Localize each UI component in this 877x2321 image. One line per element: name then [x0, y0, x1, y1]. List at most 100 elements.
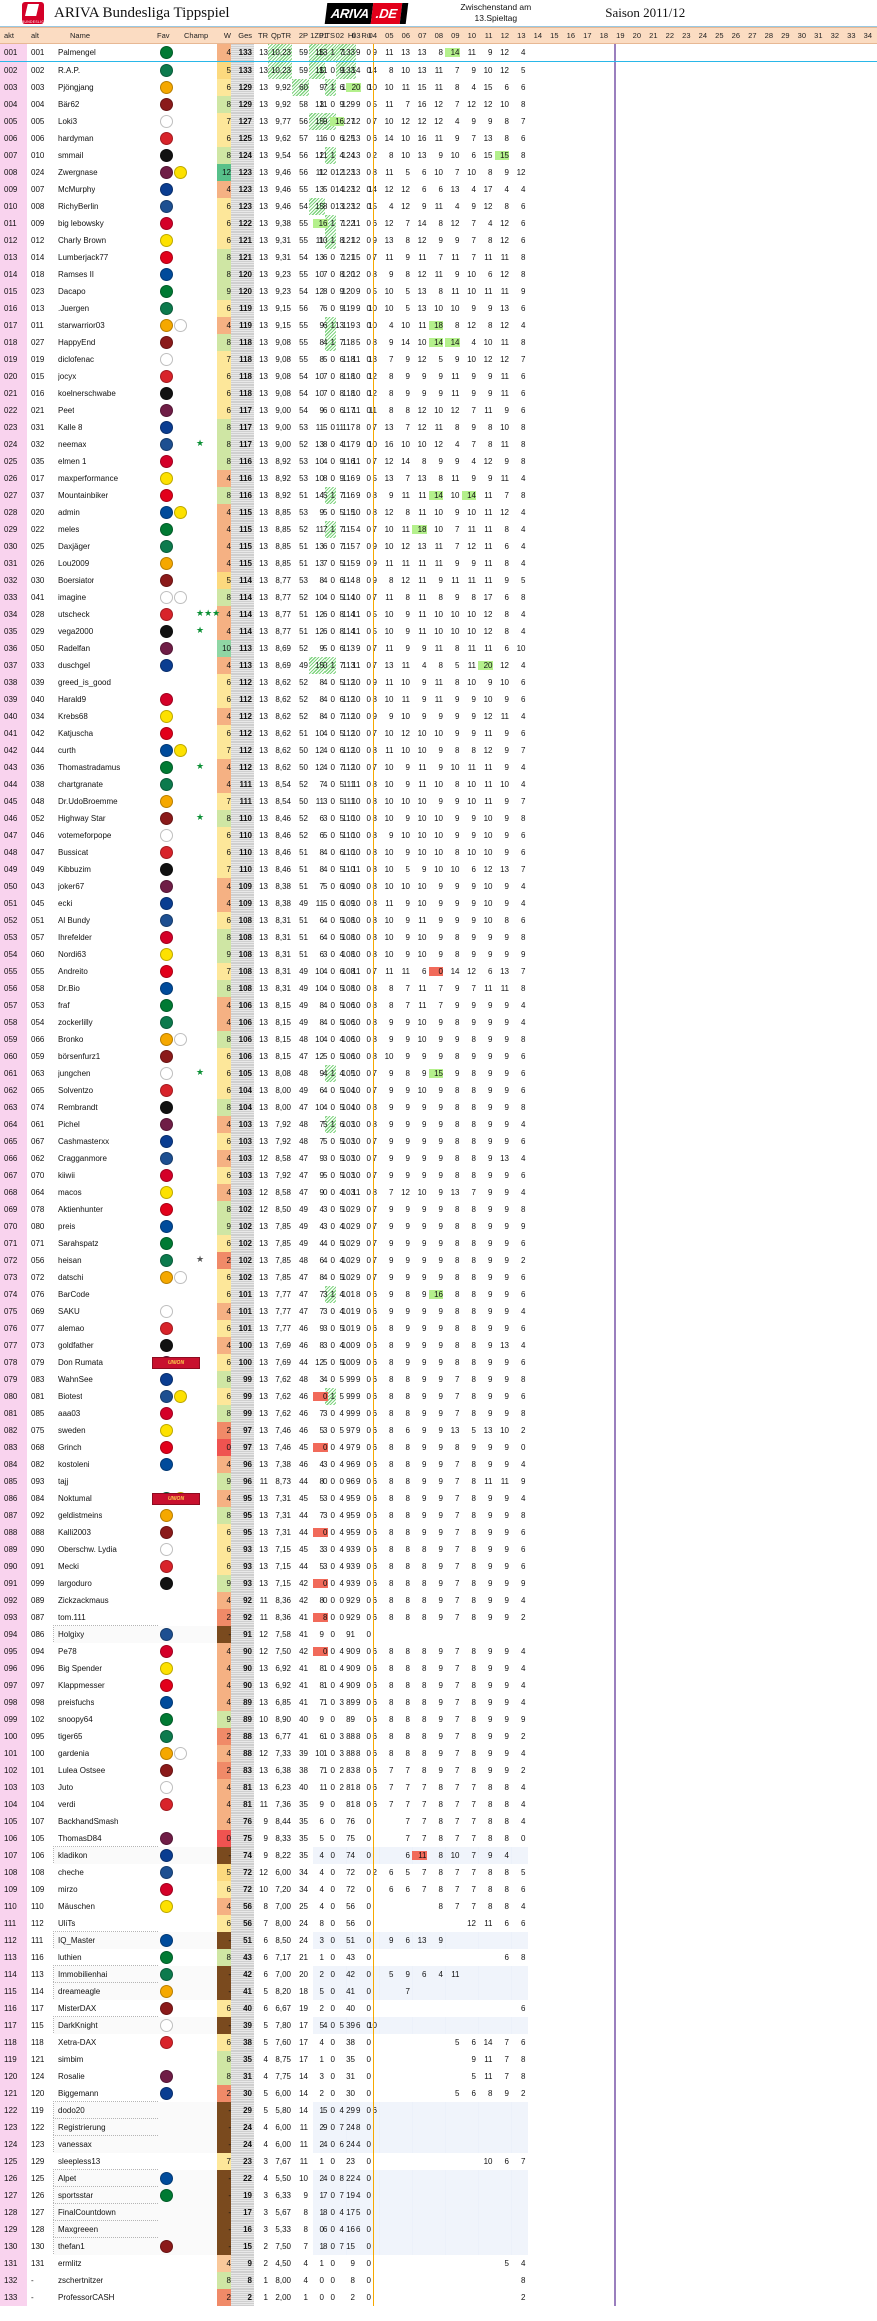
- table-row[interactable]: 112 111 IQ_Master -51 6 8,50 24 3 0 51 0 9 13 6 9: [0, 1931, 877, 1950]
- table-row[interactable]: 030 025 Daxjäger 4 115 13 8,85 51 13 0 115 0 4 6 11 12 7…: [0, 538, 877, 555]
- column-header-matchday-08[interactable]: 08: [434, 31, 443, 40]
- table-row[interactable]: 105 107 BackhandSmash 4 76 9 8,44 35 6 0 76 0 4 8 8 7 7 8…: [0, 1813, 877, 1830]
- table-row[interactable]: 038 039 greed_is_good 6 112 13 8,62 52 8 0 112 0 6 10…: [0, 674, 877, 691]
- table-row[interactable]: 028 020 admin 4 115 13 8,85 53 9 0 115 0 4 12 11 10 9 10 1…: [0, 504, 877, 521]
- table-row[interactable]: 045 048 Dr.UdoBroemme 7 111 13 8,54 50 11 0 111 0 7 9…: [0, 793, 877, 810]
- column-header-tr[interactable]: TR: [258, 31, 268, 40]
- column-header-matchday-27[interactable]: 27: [748, 31, 757, 40]
- table-row[interactable]: 071 071 Sarahspatz 6 102 13 7,85 49 4 0 102 0 6 9 9 8 8 9…: [0, 1235, 877, 1252]
- table-row[interactable]: 088088Kalli2003695137,314470950699879988…: [0, 1524, 877, 1541]
- column-header-matchday-05[interactable]: 05: [385, 31, 394, 40]
- column-header-hi[interactable]: Hi: [347, 31, 355, 40]
- column-header-matchday-07[interactable]: 07: [418, 31, 427, 40]
- column-header-ts[interactable]: TS: [325, 31, 335, 40]
- table-row[interactable]: 092 089 Zickzackmaus 4 92 11 8,36 42 8 0 92 0 4 9 9 8 7 9…: [0, 1592, 877, 1609]
- table-row[interactable]: 027 037 Mountainbiker 8 116 13 8,92 51 14 1 116 0 8 7…: [0, 487, 877, 504]
- table-row[interactable]: 052 051 Al Bundy 6 108 13 8,31 51 6 0 108 0 6 8 10 9 9 9 1…: [0, 912, 877, 929]
- column-header-matchday-04[interactable]: 04: [368, 31, 377, 40]
- table-row[interactable]: 064 061 Pichel 4 103 13 7,92 48 7 1 103 0 4 9 9 8 8 9 9 9 9 8…: [0, 1116, 877, 1133]
- table-row[interactable]: 070 080 preis 9 102 13 7,85 49 4 0 102 0 9 9 9 8 8 9 9 9 9 7 9…: [0, 1218, 877, 1235]
- table-row[interactable]: 033 041 imagine 8 114 13 8,77 52 10 0 114 0 8 6 17 8 9 8 1…: [0, 589, 877, 606]
- table-row[interactable]: 055 055 Andreito 7 108 13 8,31 49 10 0 108 0 7 13 6 12 1…: [0, 963, 877, 980]
- table-row[interactable]: 083068Grinch097137,464570970099989988694…: [0, 1439, 877, 1456]
- table-row[interactable]: 023 031 Kalle 8 8 117 13 9,00 53 11 0 117 0 8 10 8 9 8 11…: [0, 419, 877, 436]
- table-row[interactable]: 114 113 Immobilienhai -42 6 7,00 20 2 0 42 0 11 4 6 9 5: [0, 1965, 877, 1984]
- table-row[interactable]: 084 082 kostoleni 4 96 13 7,38 46 4 0 96 0 4 9 9 8 7 9 9 8 8…: [0, 1456, 877, 1473]
- table-row[interactable]: 118 118 Xetra-DAX 6 38 5 7,60 17 4 0 38 0 6 7 14 6 5: [0, 2034, 877, 2051]
- column-header-matchday-30[interactable]: 30: [797, 31, 806, 40]
- table-row[interactable]: 085 093 tajj 9 96 11 8,73 44 8 0 96 0 9 11 11 8 7 9 9 8 8 6 9 0…: [0, 1473, 877, 1490]
- column-header-1zp[interactable]: 1ZP: [310, 31, 324, 40]
- table-row[interactable]: 123 122 Registrierung -24 4 6,00 11 2 0 24 0 8 7 9: [0, 2118, 877, 2137]
- column-header-fav[interactable]: Fav: [157, 31, 170, 40]
- column-header-matchday-09[interactable]: 09: [451, 31, 460, 40]
- table-row[interactable]: 074 076 BarCode 6 101 13 7,77 47 7 1 101 0 6 9 9 8 8 16 9 8…: [0, 1286, 877, 1303]
- table-row[interactable]: 001 001 Palmengel 4 133 13 10,23 59 15 1 133 0 4 12 9 1…: [0, 44, 877, 61]
- column-header-champ[interactable]: Champ: [184, 31, 209, 40]
- table-row[interactable]: 091099largoduro993137,154290930999879888…: [0, 1575, 877, 1592]
- table-row[interactable]: 035 029 vega2000 4 114 13 8,77 51 12 0 114 0 ★ 4 8 12 10…: [0, 623, 877, 640]
- table-row[interactable]: 012 012 Charly Brown 6 121 13 9,31 55 11 1 121 0 6 12…: [0, 232, 877, 249]
- column-header-w[interactable]: W: [223, 31, 231, 40]
- table-row[interactable]: 036 050 Radelfan 10 113 13 8,69 52 9 0 113 0 10 6 11 11…: [0, 640, 877, 657]
- table-row[interactable]: 100 095 tiger65 2 88 13 6,77 41 6 0 88 0 2 9 9 8 7 9 8 8 8 6 8…: [0, 1728, 877, 1745]
- table-row[interactable]: 115 114 dreameagle -41 5 8,20 18 5 0 41 0 7: [0, 1982, 877, 2001]
- table-row[interactable]: 060 059 börsenfurz1 6 106 13 8,15 47 12 0 106 0 6 9 9 9…: [0, 1048, 877, 1065]
- column-header-matchday-24[interactable]: 24: [698, 31, 707, 40]
- column-header-matchday-21[interactable]: 21: [649, 31, 658, 40]
- table-row[interactable]: 026 017 maxperformance 4 116 13 8,92 53 10 0 116 0 4…: [0, 470, 877, 487]
- table-row[interactable]: 081 085 aaa03 8 99 13 7,62 46 7 0 99 0 8 9 9 8 7 9 9 8 8 6 9 4 3: [0, 1405, 877, 1422]
- table-row[interactable]: 072 056 heisan 2 102 13 7,85 48 6 0 102 0 ★ 2 9 9 8 8 9 9 9 9…: [0, 1252, 877, 1269]
- table-row[interactable]: 009 007 McMurphy 4 123 13 9,46 55 13 0 123 0 4 4 17 4 13…: [0, 181, 877, 198]
- column-header-qptr[interactable]: QpTR: [270, 31, 291, 40]
- table-row[interactable]: 122 119 dodo20-29 5 5,80 14 1 0 29 0 6 9 4 5: [0, 2101, 877, 2120]
- column-header-matchday-10[interactable]: 10: [467, 31, 476, 40]
- column-header-matchday-11[interactable]: 11: [484, 31, 493, 40]
- column-header-matchday-33[interactable]: 33: [847, 31, 856, 40]
- table-row[interactable]: 005005Loki37127139,775615112707899412121…: [0, 113, 877, 130]
- table-row[interactable]: 093087tom.111292118,36411009202998798886…: [0, 1609, 877, 1626]
- table-row[interactable]: 002 002 R.A.P. 5 133 13 10,23 59 15 0 133 0 5 12 10 9 7 1…: [0, 62, 877, 79]
- table-row[interactable]: 021 016 koelnerschwabe 6 118 13 9,08 54 10 0 118 0 6…: [0, 385, 877, 402]
- column-header-matchday-02[interactable]: 02: [335, 31, 344, 40]
- column-header-matchday-01[interactable]: 01: [319, 31, 328, 40]
- table-row[interactable]: 065 067 Cashmasterxx 6 103 13 7,92 48 7 0 103 0 6 9 9 8…: [0, 1133, 877, 1150]
- table-row[interactable]: 075 069 SAKU 4 101 13 7,77 47 7 0 101 0 4 9 9 8 8 9 9 9 9 6 9 4…: [0, 1303, 877, 1320]
- column-header-matchday-03[interactable]: 03: [352, 31, 361, 40]
- table-row[interactable]: 096 096 Big Spender 4 90 13 6,92 41 8 0 90 0 4 9 9 8 7 9 8…: [0, 1660, 877, 1677]
- column-header-matchday-29[interactable]: 29: [781, 31, 790, 40]
- table-row[interactable]: 043 036 Thomastradamus 4 112 13 8,62 50 12 0 112 0 ★…: [0, 759, 877, 776]
- table-row[interactable]: 057 053 fraf 4 106 13 8,15 49 8 0 106 0 4 9 9 9 9 7 11 7 8 8 1…: [0, 997, 877, 1014]
- table-row[interactable]: 099 102 snoopy64 9 89 10 8,90 40 9 0 89 0 9 9 9 8 7 9 8 8 8 6: [0, 1711, 877, 1728]
- column-header-matchday-16[interactable]: 16: [566, 31, 575, 40]
- table-row[interactable]: 017 011 starwarrior03 4 119 13 9,15 55 9 1 119 0 4 12…: [0, 317, 877, 334]
- table-row[interactable]: 014 018 Ramses II 8 120 13 9,23 55 10 0 120 0 8 12 6 10…: [0, 266, 877, 283]
- column-header-matchday-23[interactable]: 23: [682, 31, 691, 40]
- table-row[interactable]: 090 091 Mecki 6 93 13 7,15 44 5 0 93 0 6 9 9 8 7 9 8 8 8 6 9 4 3: [0, 1558, 877, 1575]
- table-row[interactable]: 047 046 votemeforpope 6 110 13 8,46 52 6 0 110 0 6 9 1…: [0, 827, 877, 844]
- table-row[interactable]: 067 070 kiiwii 6 103 13 7,92 47 9 0 103 0 6 9 9 8 8 9 9 9 9 7…: [0, 1167, 877, 1184]
- table-row[interactable]: 106 105 ThomasD84 0 75 9 8,33 35 5 0 75 0 0 8 8 7 7 8 7 7: [0, 1830, 877, 1847]
- table-row[interactable]: 054 060 Nordi63 9 108 13 8,31 51 6 0 108 0 9 9 9 9 8 9 10 9…: [0, 946, 877, 963]
- table-row[interactable]: 040 034 Krebs68 4 112 13 8,62 52 8 0 112 0 4 11 12 9 9 9 9…: [0, 708, 877, 725]
- table-row[interactable]: 020 015 jocyx 6 118 13 9,08 54 10 0 118 0 6 11 9 9 11 9 9 9…: [0, 368, 877, 385]
- table-row[interactable]: 101 100 gardenia 4 88 12 7,33 39 10 0 88 0 4 9 9 8 7 9 8 8 8…: [0, 1745, 877, 1762]
- table-row[interactable]: 051 045 ecki 4 109 13 8,38 49 11 0 109 0 4 9 10 9 9 9 10 9 1…: [0, 895, 877, 912]
- table-row[interactable]: 094 086 Holgixy -91 12 7,58 41 9 0 91 0: [0, 1625, 877, 1644]
- table-row[interactable]: 018 027 HappyEnd 8 118 13 9,08 55 8 1 118 0 8 11 10 4 14…: [0, 334, 877, 351]
- column-header-matchday-18[interactable]: 18: [599, 31, 608, 40]
- column-header-alt[interactable]: alt: [31, 31, 39, 40]
- table-row[interactable]: 013 014 Lumberjack77 8 121 13 9,31 54 13 0 121 0 8 11…: [0, 249, 877, 266]
- column-header-matchday-14[interactable]: 14: [533, 31, 542, 40]
- table-row[interactable]: 042 044 curth 7 112 13 8,62 50 12 0 112 0 7 9 12 8 8 9 10 1…: [0, 742, 877, 759]
- table-row[interactable]: 068 064 macos 4 103 12 8,58 47 9 0 103 0 4 9 9 7 13 9 10 12…: [0, 1184, 877, 1201]
- table-row[interactable]: 107 106 kladikon -74 9 8,22 35 4 0 74 0 4 9 7 10 8 11 6: [0, 1846, 877, 1865]
- table-row[interactable]: 116 117 MisterDAX 6 40 6 6,67 19 2 0 40 0 6: [0, 2000, 877, 2017]
- column-header-matchday-22[interactable]: 22: [665, 31, 674, 40]
- table-row[interactable]: 063 074 Rembrandt 8 104 13 8,00 47 10 0 104 0 8 9 9 8 8 9…: [0, 1099, 877, 1116]
- table-row[interactable]: 076 077 alemao 6 101 13 7,77 46 9 0 101 0 6 9 9 8 8 9 9 9 8 6…: [0, 1320, 877, 1337]
- table-row[interactable]: 019 019 diclofenac 7 118 13 9,08 55 8 0 118 0 7 12 12 1…: [0, 351, 877, 368]
- table-row[interactable]: 066 062 Cragganmore 4 103 12 8,58 47 9 0 103 0 4 13 9 8…: [0, 1150, 877, 1167]
- column-header-matchday-17[interactable]: 17: [583, 31, 592, 40]
